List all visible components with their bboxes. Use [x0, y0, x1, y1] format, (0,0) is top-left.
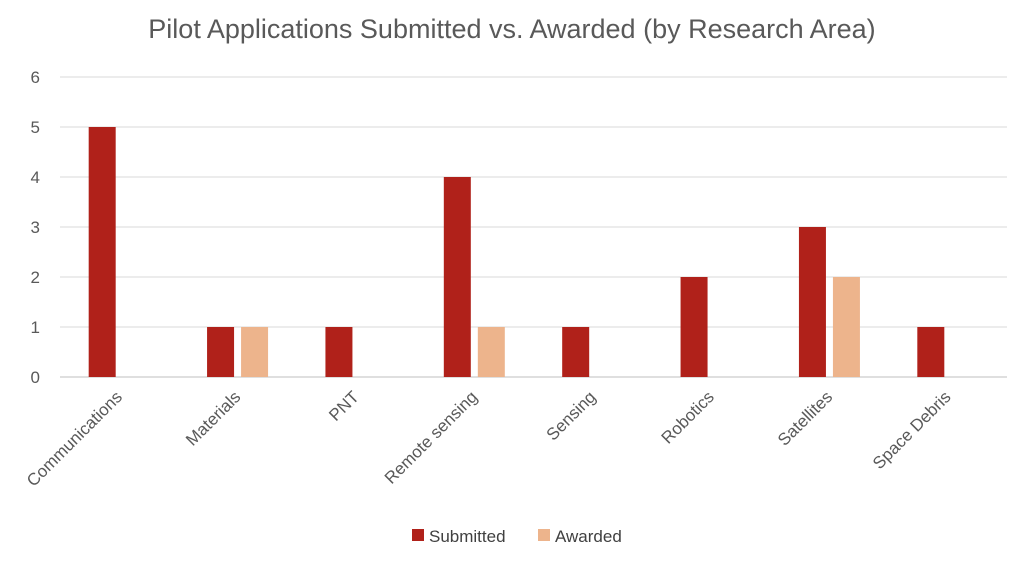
y-tick-label: 2	[31, 268, 40, 287]
bar-awarded-remote-sensing	[477, 327, 505, 377]
bar-submitted-sensing	[562, 327, 590, 377]
x-category-label: Robotics	[658, 387, 718, 447]
x-category-label: Sensing	[543, 387, 600, 444]
y-axis-ticks: 0 1 2 3 4 5 6	[31, 68, 40, 387]
y-tick-label: 1	[31, 318, 40, 337]
legend-swatch-awarded	[538, 529, 550, 541]
x-category-label: Materials	[182, 387, 244, 449]
legend: Submitted Awarded	[412, 527, 622, 546]
x-category-label: PNT	[325, 387, 362, 424]
bars	[88, 127, 945, 377]
x-category-label: Remote sensing	[381, 387, 481, 487]
x-category-label: Communications	[23, 387, 126, 490]
y-tick-label: 6	[31, 68, 40, 87]
y-tick-label: 5	[31, 118, 40, 137]
bar-submitted-materials	[207, 327, 235, 377]
x-category-label: Space Debris	[869, 387, 955, 473]
legend-swatch-submitted	[412, 529, 424, 541]
bar-submitted-remote-sensing	[443, 177, 471, 377]
x-axis-categories: Communications Materials PNT Remote sensing…	[23, 387, 955, 490]
bar-submitted-robotics	[680, 277, 708, 377]
y-tick-label: 3	[31, 218, 40, 237]
bar-submitted-communications	[88, 127, 116, 377]
x-category-label: Satellites	[774, 387, 836, 449]
grid-lines	[60, 76, 1007, 378]
legend-label-awarded: Awarded	[555, 527, 622, 546]
bar-submitted-satellites	[798, 227, 826, 377]
bar-awarded-satellites	[832, 277, 860, 377]
bar-submitted-space-debris	[917, 327, 945, 377]
legend-label-submitted: Submitted	[429, 527, 506, 546]
chart-title: Pilot Applications Submitted vs. Awarded…	[148, 14, 876, 44]
bar-submitted-pnt	[325, 327, 353, 377]
y-tick-label: 0	[31, 368, 40, 387]
bar-awarded-materials	[241, 327, 269, 377]
y-tick-label: 4	[31, 168, 40, 187]
